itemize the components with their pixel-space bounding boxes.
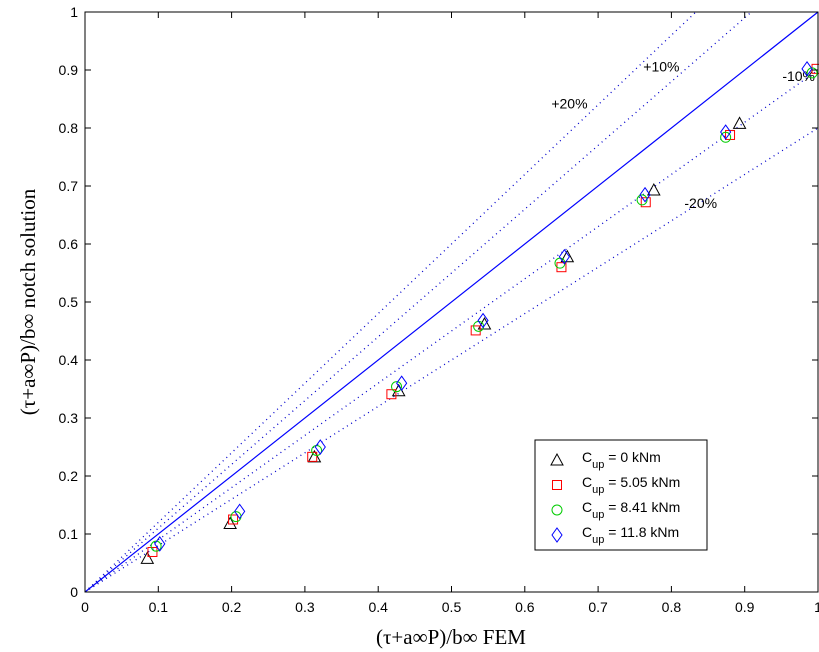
y-axis-label: (τ+a∞P)/b∞ notch solution bbox=[16, 188, 40, 415]
x-tick-label: 0.5 bbox=[442, 599, 462, 615]
y-tick-label: 0.7 bbox=[59, 178, 79, 194]
x-tick-label: 0.7 bbox=[588, 599, 608, 615]
legend-box bbox=[534, 439, 708, 551]
point-circle-2-6 bbox=[636, 194, 648, 206]
point-triangle-0-1 bbox=[223, 516, 237, 530]
point-diamond-3-2 bbox=[314, 439, 326, 455]
x-tick-label: 0.1 bbox=[149, 599, 169, 615]
y-tick-label: 0.6 bbox=[59, 236, 79, 252]
y-tick-label: 0 bbox=[70, 584, 78, 600]
legend-label-3: Cup = 11.8 kNm bbox=[582, 524, 679, 546]
legend-label-1: Cup = 5.05 kNm bbox=[582, 474, 680, 496]
point-diamond-3-8 bbox=[801, 60, 813, 77]
y-tick-label: 0.1 bbox=[59, 526, 79, 542]
reference-line-1 bbox=[84, 11, 697, 593]
reference-line-0 bbox=[84, 11, 819, 593]
point-triangle-0-6 bbox=[646, 183, 661, 196]
axis-ticks: 0 0.1 0.2 0.3 0.4 0.5 0.6 0.7 0.8 0.9 1 0 0.1 0.2 0.3 0… bbox=[59, 4, 819, 615]
point-square-1-1 bbox=[228, 514, 239, 525]
point-circle-2-8 bbox=[806, 67, 818, 79]
point-triangle-0-5 bbox=[560, 249, 575, 263]
point-square-1-4 bbox=[470, 325, 481, 336]
reference-label-4: -20% bbox=[684, 195, 717, 211]
y-tick-label: 1 bbox=[70, 4, 78, 20]
x-axis-label: (τ+a∞P)/b∞ FEM bbox=[376, 625, 526, 649]
x-tick-label: 0.6 bbox=[515, 599, 535, 615]
legend-label-2: Cup = 8.41 kNm bbox=[582, 499, 680, 521]
point-diamond-3-6 bbox=[639, 186, 651, 203]
x-tick-label: 0.9 bbox=[735, 599, 755, 615]
legend-marker-circle bbox=[551, 504, 563, 516]
legend-marker-square bbox=[552, 480, 562, 490]
point-circle-2-7 bbox=[720, 131, 732, 143]
y-tick-label: 0.9 bbox=[59, 62, 79, 78]
point-triangle-0-0 bbox=[140, 551, 155, 564]
point-diamond-3-3 bbox=[396, 375, 408, 392]
point-diamond-3-4 bbox=[477, 312, 489, 329]
x-tick-label: 0 bbox=[81, 599, 89, 615]
point-diamond-3-1 bbox=[234, 503, 246, 520]
y-tick-label: 0.3 bbox=[59, 410, 79, 426]
point-square-1-6 bbox=[640, 197, 651, 208]
legend-label-0: Cup = 0 kNm bbox=[582, 449, 661, 471]
point-triangle-0-4 bbox=[477, 316, 492, 330]
point-square-1-3 bbox=[386, 389, 397, 400]
x-tick-label: 0.3 bbox=[295, 599, 315, 615]
x-tick-label: 0.2 bbox=[222, 599, 242, 615]
y-tick-label: 0.4 bbox=[59, 352, 79, 368]
data-markers bbox=[140, 60, 819, 564]
x-tick-label: 0.8 bbox=[662, 599, 682, 615]
y-tick-label: 0.8 bbox=[59, 120, 79, 136]
point-square-1-0 bbox=[147, 546, 158, 557]
x-tick-label: 0.4 bbox=[368, 599, 388, 615]
x-tick-label: 1 bbox=[814, 599, 819, 615]
y-tick-label: 0.5 bbox=[59, 294, 79, 310]
point-triangle-0-7 bbox=[732, 116, 747, 129]
point-diamond-3-5 bbox=[558, 248, 570, 265]
reference-label-2: +10% bbox=[643, 59, 679, 75]
y-tick-label: 0.2 bbox=[59, 468, 79, 484]
point-diamond-3-7 bbox=[720, 124, 732, 140]
point-diamond-3-0 bbox=[154, 535, 166, 552]
legend: Cup = 0 kNm Cup = 5.05 kNm Cup = 8.41 kNm C… bbox=[534, 439, 708, 551]
legend-marker-triangle bbox=[550, 452, 564, 466]
reference-lines bbox=[84, 11, 819, 593]
reference-label-1: +20% bbox=[551, 96, 587, 112]
point-circle-2-3 bbox=[391, 381, 403, 393]
legend-marker-diamond bbox=[551, 527, 563, 543]
reference-label-3: -10% bbox=[782, 68, 815, 84]
